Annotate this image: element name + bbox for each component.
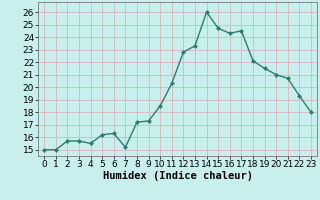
X-axis label: Humidex (Indice chaleur): Humidex (Indice chaleur)	[103, 171, 252, 181]
